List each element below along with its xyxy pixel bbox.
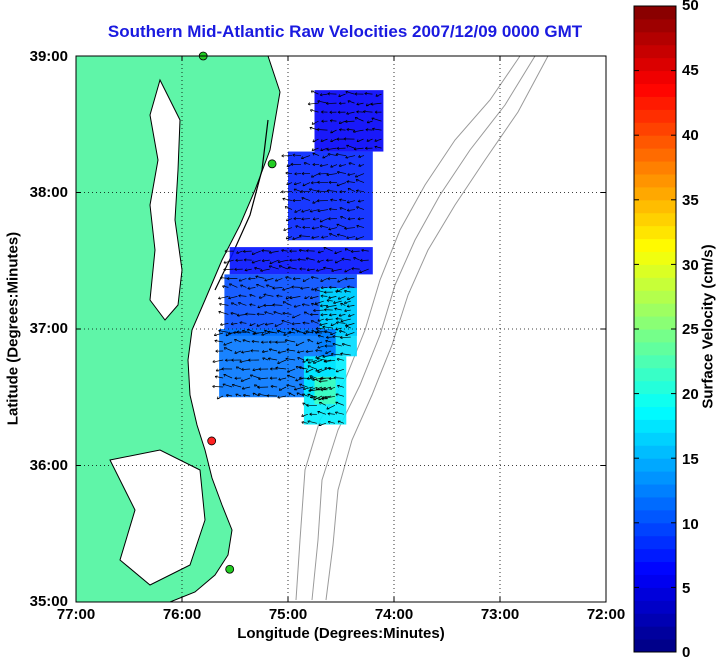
colorbar-segment [634,419,676,432]
colorbar-segment [634,574,676,587]
colorbar-segment [634,58,676,71]
colorbar-segment [634,71,676,84]
colorbar-segment [634,497,676,510]
colorbar-segment [634,174,676,187]
colorbar-segment [634,484,676,497]
colorbar-segment [634,523,676,536]
colorbar-segment [634,471,676,484]
colorbar-segment [634,251,676,264]
colorbar-segment [634,264,676,277]
station-marker [208,437,216,445]
colorbar-segment [634,303,676,316]
colorbar-segment [634,32,676,45]
colorbar-segment [634,6,676,19]
colorbar-segment [634,510,676,523]
colorbar-segment [634,394,676,407]
colorbar-segment [634,239,676,252]
colorbar-segment [634,135,676,148]
station-marker [268,160,276,168]
colorbar-segment [634,226,676,239]
colorbar-segment [634,613,676,626]
colorbar-segment [634,445,676,458]
colorbar-segment [634,407,676,420]
colorbar-segment [634,316,676,329]
colorbar-segment [634,329,676,342]
colorbar-segment [634,148,676,161]
colorbar-segment [634,19,676,32]
colorbar-segment [634,96,676,109]
colorbar-segment [634,213,676,226]
velocity-cell [315,90,384,151]
colorbar-segment [634,277,676,290]
colorbar-segment [634,536,676,549]
colorbar-segment [634,458,676,471]
colorbar-segment [634,161,676,174]
colorbar-segment [634,342,676,355]
colorbar-segment [634,600,676,613]
colorbar-segment [634,587,676,600]
colorbar-segment [634,45,676,58]
colorbar-segment [634,549,676,562]
colorbar-segment [634,368,676,381]
colorbar-segment [634,562,676,575]
colorbar-segment [634,200,676,213]
colorbar-segment [634,355,676,368]
station-marker [226,565,234,573]
colorbar-segment [634,626,676,639]
colorbar-segment [634,122,676,135]
colorbar-segment [634,187,676,200]
colorbar-segment [634,639,676,652]
colorbar-segment [634,381,676,394]
colorbar-segment [634,109,676,122]
colorbar-segment [634,432,676,445]
colorbar-segment [634,84,676,97]
colorbar-segment [634,290,676,303]
